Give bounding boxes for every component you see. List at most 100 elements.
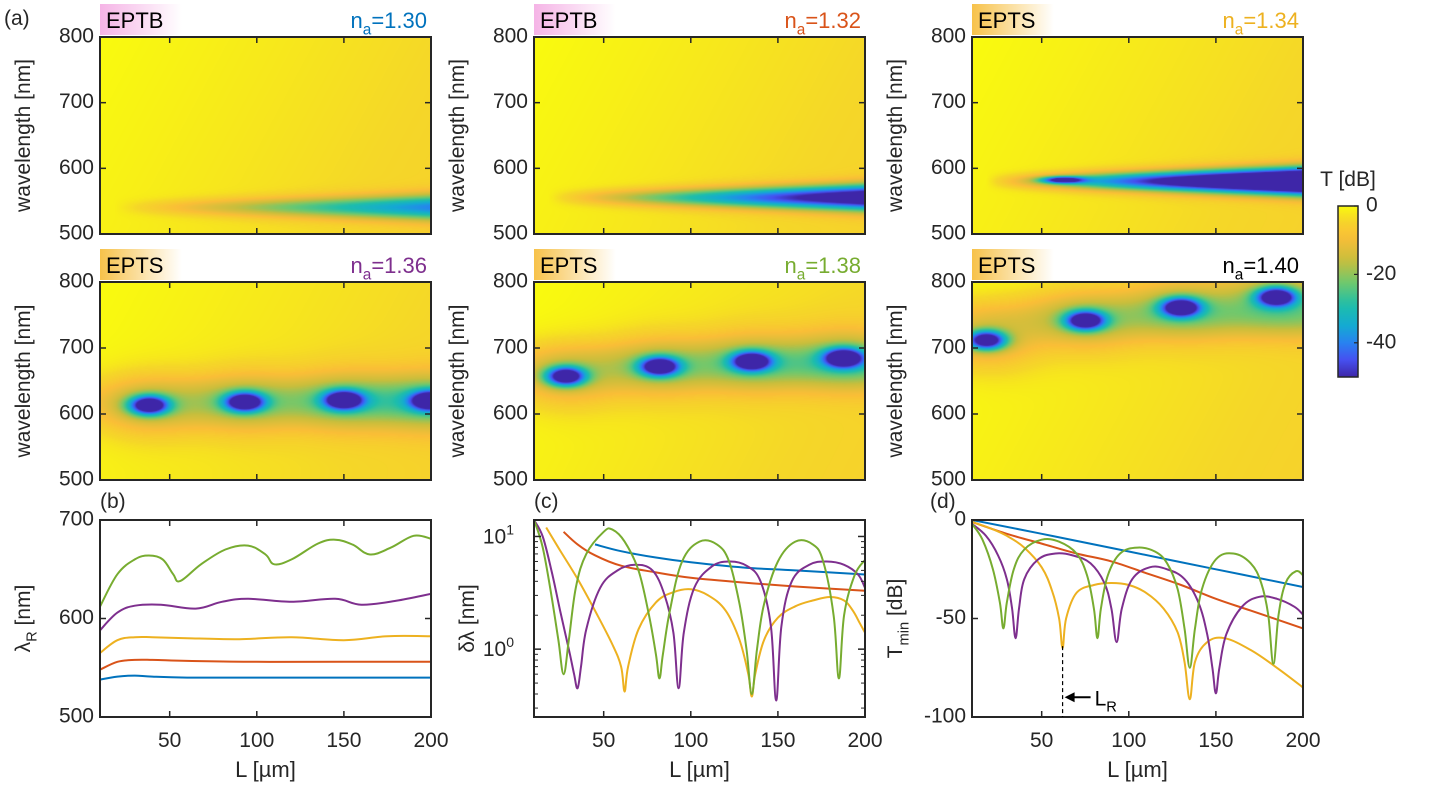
heatmap-frame-5 [971, 281, 1304, 481]
na-label-rest: =1.30 [371, 8, 427, 33]
na-label: na=1.30 [351, 8, 427, 39]
heatmap-image-1 [534, 37, 865, 234]
ylabel-d-main: T [884, 645, 907, 658]
series-line-1-3 [100, 592, 431, 631]
heatmap-ytick-label: 800 [931, 25, 966, 48]
colorbar-tick-label: -40 [1366, 330, 1396, 353]
ylabel-b-main: λ [12, 641, 35, 652]
series-line-1-1 [100, 658, 431, 671]
na-label: na=1.36 [351, 253, 427, 284]
heatmap-image-5 [972, 282, 1303, 480]
xtick-label: 200 [1285, 729, 1320, 752]
plot-frame-2 [533, 519, 866, 718]
ylabel-b: λR [nm] [12, 585, 40, 653]
series-line-2-1 [562, 531, 865, 592]
heatmap-image-0 [100, 37, 431, 234]
heatmap-ytick-label: 700 [59, 90, 94, 113]
colorbar-tick-label: 0 [1366, 194, 1378, 217]
heatmap-ytick-label: 700 [493, 90, 528, 113]
na-label-rest: =1.32 [805, 8, 861, 33]
mode-banner [972, 4, 1121, 35]
lr-arrow-head [1064, 692, 1075, 703]
colorbar-tick-label: -20 [1366, 262, 1396, 285]
heatmap-ytick-label: 800 [493, 270, 528, 293]
xtick-label: 200 [847, 729, 882, 752]
heatmap-image-3 [100, 282, 431, 480]
mode-banner [534, 249, 683, 280]
na-label-rest: =1.36 [371, 253, 427, 278]
heatmap-ytick-label: 600 [931, 402, 966, 425]
xtick-label: 100 [1111, 729, 1146, 752]
series-line-2-2 [545, 526, 865, 698]
heatmap-ylabel: wavelength [nm] [884, 59, 907, 213]
ytick-base: 10 [483, 525, 506, 548]
xtick-label: 200 [413, 729, 448, 752]
heatmap-ytick-label: 800 [59, 270, 94, 293]
heatmap-ylabel: wavelength [nm] [12, 305, 35, 459]
heatmap-frame-3 [99, 281, 432, 481]
na-label-sub: a [363, 22, 372, 39]
mode-banner [100, 4, 249, 35]
heatmap-ytick-label: 800 [59, 25, 94, 48]
plot-frame-3 [971, 519, 1304, 718]
colorbar [1337, 205, 1359, 378]
heatmap-ytick-label: 700 [931, 336, 966, 359]
na-label-rest: =1.38 [805, 253, 861, 278]
na-label: na=1.40 [1223, 253, 1299, 284]
ytick-label: 600 [59, 606, 94, 629]
heatmap-ylabel: wavelength [nm] [884, 305, 907, 459]
ytick-label: 100 [483, 634, 514, 661]
ytick-label: 101 [483, 521, 514, 548]
mode-label: EPTS [978, 8, 1035, 33]
xtick-label: 100 [239, 729, 274, 752]
ylabel-b-rest: [nm] [12, 585, 35, 632]
na-label-sub: a [363, 267, 372, 284]
series-line-3-4 [972, 523, 1303, 669]
na-label-rest: =1.40 [1243, 253, 1299, 278]
xtick-label: 100 [673, 729, 708, 752]
ylabel-d-sub: min [896, 622, 912, 646]
heatmap-ytick-label: 500 [59, 222, 94, 245]
heatmap-frame-1 [533, 36, 866, 235]
xtick-label: 50 [1030, 729, 1053, 752]
ytick-label: 700 [59, 508, 94, 531]
xtick-label: 50 [592, 729, 615, 752]
series-line-2-3 [534, 520, 865, 702]
ylabel-c: δλ [nm] [456, 584, 479, 652]
na-label-main: n [351, 8, 363, 33]
series-line-1-2 [100, 634, 431, 654]
series-line-1-0 [100, 674, 431, 681]
heatmap-ytick-label: 500 [59, 468, 94, 491]
na-label-main: n [785, 253, 797, 278]
xtick-label: 150 [326, 729, 361, 752]
mode-label: EPTB [540, 8, 597, 33]
ytick-label: 0 [954, 508, 966, 531]
heatmap-image-4 [534, 282, 865, 480]
heatmap-ytick-label: 600 [493, 156, 528, 179]
lr-label-sub: R [1106, 700, 1117, 716]
series-line-3-1 [972, 521, 1303, 630]
heatmap-ytick-label: 500 [931, 468, 966, 491]
heatmap-ytick-label: 500 [493, 222, 528, 245]
mode-banner [972, 249, 1121, 280]
na-label-main: n [1223, 8, 1235, 33]
plot-frame-1 [99, 519, 432, 718]
mode-label: EPTB [106, 8, 163, 33]
lr-label-main: L [1095, 687, 1107, 710]
heatmap-frame-4 [533, 281, 866, 481]
mode-label: EPTS [978, 253, 1035, 278]
heatmap-ytick-label: 700 [59, 336, 94, 359]
ylabel-d-rest: [dB] [884, 579, 907, 622]
series-line-3-3 [972, 523, 1303, 695]
panel-label-c: (c) [534, 490, 559, 513]
heatmap-ylabel: wavelength [nm] [446, 59, 469, 213]
heatmap-ytick-label: 700 [931, 90, 966, 113]
na-label-main: n [1223, 253, 1235, 278]
heatmap-frame-0 [99, 36, 432, 235]
heatmap-ytick-label: 600 [59, 402, 94, 425]
ytick-base: 10 [483, 638, 506, 661]
xlabel: L [µm] [235, 757, 296, 782]
series-line-3-0 [972, 520, 1303, 588]
ytick-exp: 1 [506, 521, 514, 537]
na-label: na=1.34 [1223, 8, 1299, 39]
